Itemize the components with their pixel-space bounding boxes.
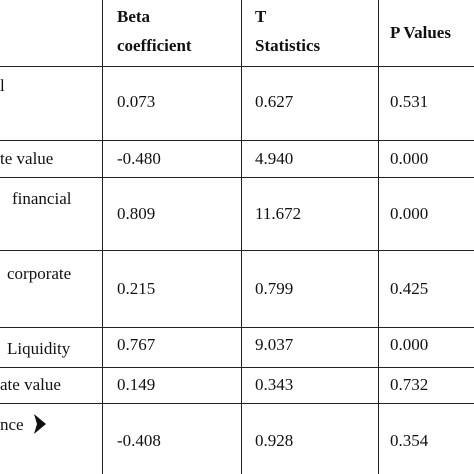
row-label: Liquidity [7, 339, 71, 358]
beta-cell: -0.408 [117, 431, 161, 450]
beta-cell: 0.149 [117, 375, 156, 394]
beta-cell: -0.480 [117, 149, 161, 168]
column-divider [378, 0, 379, 474]
row-label: financial [12, 189, 72, 208]
arrow-right-icon [34, 414, 46, 434]
t-statistic-cell: 4.940 [255, 149, 294, 168]
header-t-line2: Statistics [255, 36, 321, 55]
row-label: nce [0, 415, 24, 434]
t-statistic-cell: 0.799 [255, 279, 294, 298]
p-value-cell: 0.000 [390, 204, 429, 223]
p-value-cell: 0.000 [390, 335, 429, 354]
column-divider [241, 0, 242, 474]
beta-cell: 0.073 [117, 92, 156, 111]
row-divider [0, 403, 474, 404]
row-label: l [0, 76, 5, 95]
row-divider [0, 140, 474, 141]
t-statistic-cell: 11.672 [255, 204, 302, 223]
header-t-line1: T [255, 7, 267, 26]
beta-cell: 0.215 [117, 279, 156, 298]
beta-cell: 0.767 [117, 335, 156, 354]
row-divider [0, 367, 474, 368]
column-divider [102, 0, 103, 474]
row-divider [0, 250, 474, 251]
t-statistic-cell: 0.627 [255, 92, 294, 111]
row-divider [0, 66, 474, 67]
row-divider [0, 177, 474, 178]
p-value-cell: 0.531 [390, 92, 429, 111]
row-divider [0, 327, 474, 328]
t-statistic-cell: 0.343 [255, 375, 294, 394]
row-label: te value [0, 149, 54, 168]
beta-cell: 0.809 [117, 204, 156, 223]
p-value-cell: 0.425 [390, 279, 429, 298]
t-statistic-cell: 0.928 [255, 431, 294, 450]
row-label: ate value [0, 375, 61, 394]
p-value-cell: 0.000 [390, 149, 429, 168]
header-p-values: P Values [390, 23, 451, 42]
header-beta-line1: Beta [117, 7, 151, 26]
p-value-cell: 0.354 [390, 431, 429, 450]
header-beta-line2: coefficient [117, 36, 192, 55]
t-statistic-cell: 9.037 [255, 335, 294, 354]
row-label: corporate [7, 264, 72, 283]
p-value-cell: 0.732 [390, 375, 429, 394]
